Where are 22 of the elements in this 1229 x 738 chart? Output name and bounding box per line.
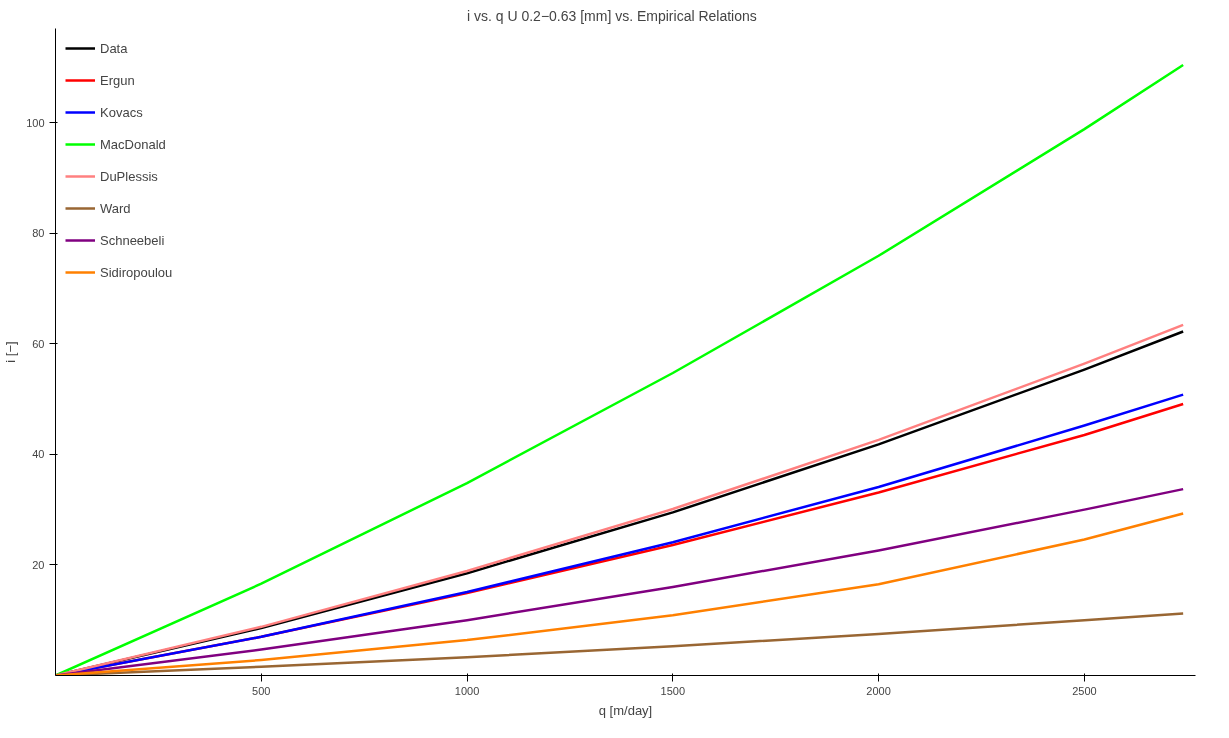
line-series — [55, 63, 1185, 676]
legend-label: Ward — [100, 200, 131, 216]
y-tick-label: 80 — [32, 227, 45, 240]
x-tick-label: 2000 — [866, 684, 891, 697]
legend-label: Sidiropoulou — [100, 264, 173, 280]
y-tick-label: 60 — [32, 337, 45, 350]
x-tick-label: 1000 — [454, 684, 480, 697]
legend-label: Data — [100, 40, 128, 56]
x-axis-title: q [m/day] — [598, 702, 653, 718]
chart-title: i vs. q U 0.2−0.63 [mm] vs. Empirical Relations — [466, 7, 757, 24]
legend-label: DuPlessis — [100, 168, 158, 184]
y-tick-label: 20 — [32, 558, 45, 571]
y-tick-label: 100 — [26, 116, 45, 129]
x-tick-label: 2500 — [1072, 684, 1097, 697]
y-axis-title: i [−] — [3, 341, 19, 363]
x-tick-label: 500 — [252, 684, 271, 697]
legend-label: MacDonald — [100, 136, 166, 152]
legend-label: Kovacs — [100, 104, 143, 120]
legend-label: Ergun — [100, 72, 135, 88]
y-tick-label: 40 — [32, 448, 45, 461]
x-tick-label: 1500 — [660, 684, 686, 697]
legend-label: Schneebeli — [100, 232, 165, 248]
